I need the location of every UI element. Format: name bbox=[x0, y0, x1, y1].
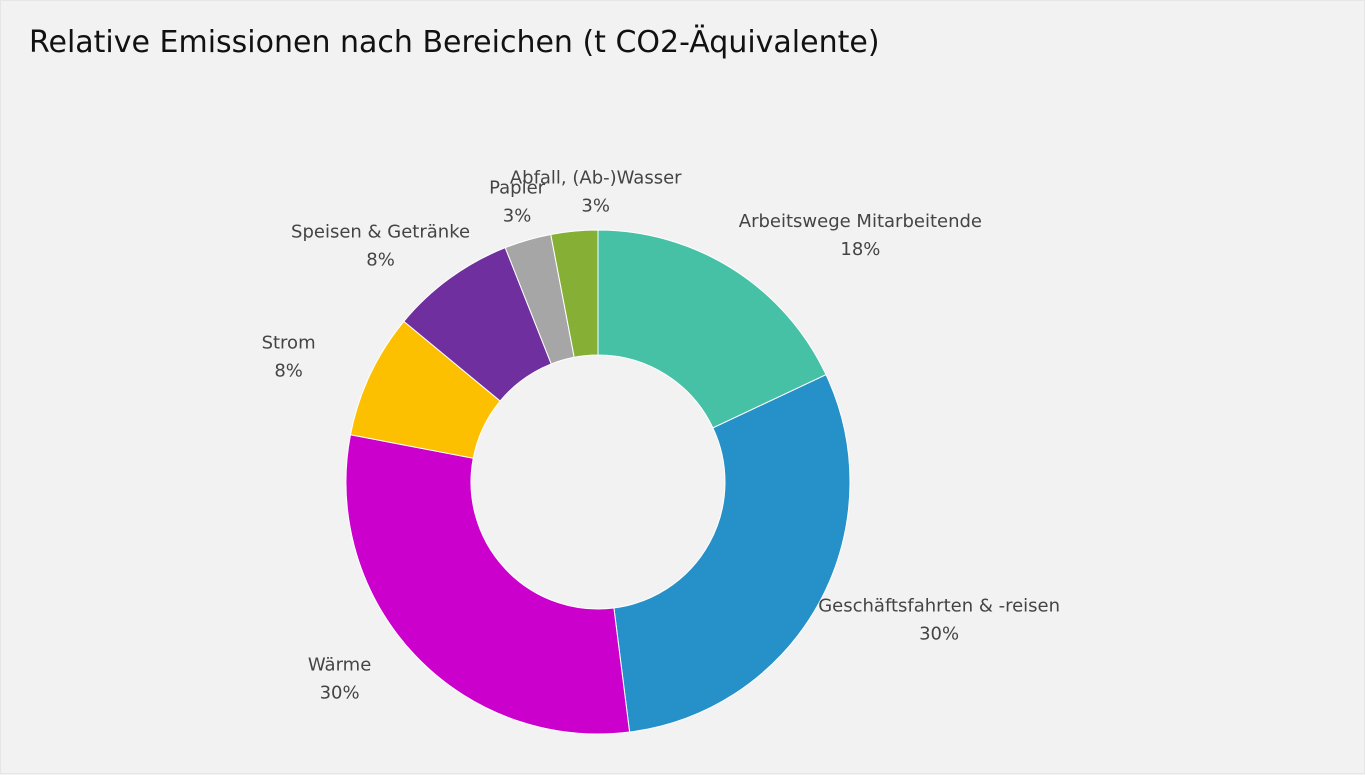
slice-wärme[interactable] bbox=[345, 434, 631, 735]
chart-title: Relative Emissionen nach Bereichen (t CO… bbox=[29, 25, 880, 60]
slice-value: 8% bbox=[274, 361, 303, 382]
slice-label-wärme: Wärme 30% bbox=[308, 655, 371, 704]
slice-name: Speisen & Getränke bbox=[291, 221, 470, 242]
slice-geschäftsfahrten-reisen[interactable] bbox=[613, 374, 851, 733]
slice-name: Arbeitswege Mitarbeitende bbox=[739, 211, 982, 232]
slice-value: 3% bbox=[581, 195, 610, 216]
slice-name: Geschäftsfahrten & -reisen bbox=[818, 596, 1060, 617]
slice-name: Wärme bbox=[308, 655, 371, 676]
slice-label-strom: Strom 8% bbox=[262, 333, 316, 382]
slice-name: Strom bbox=[262, 333, 316, 354]
slice-label-geschäftsfahrten-reisen: Geschäftsfahrten & -reisen 30% bbox=[818, 596, 1060, 645]
slice-label-abfall-ab-wasser: Abfall, (Ab-)Wasser 3% bbox=[510, 167, 682, 216]
slice-arbeitswege-mitarbeitende[interactable] bbox=[597, 229, 827, 429]
slice-value: 8% bbox=[366, 249, 395, 270]
slice-abfall-ab-wasser[interactable] bbox=[550, 229, 599, 358]
slice-name: Papier bbox=[489, 178, 546, 199]
slice-value: 18% bbox=[840, 239, 880, 260]
slice-label-speisen-getränke: Speisen & Getränke 8% bbox=[291, 221, 470, 270]
slice-value: 30% bbox=[320, 683, 360, 704]
slice-label-arbeitswege-mitarbeitende: Arbeitswege Mitarbeitende 18% bbox=[739, 211, 982, 260]
slice-value: 30% bbox=[919, 624, 959, 645]
slice-value: 3% bbox=[503, 206, 532, 227]
slice-name: Abfall, (Ab-)Wasser bbox=[510, 167, 682, 188]
slice-label-papier: Papier 3% bbox=[489, 178, 546, 227]
